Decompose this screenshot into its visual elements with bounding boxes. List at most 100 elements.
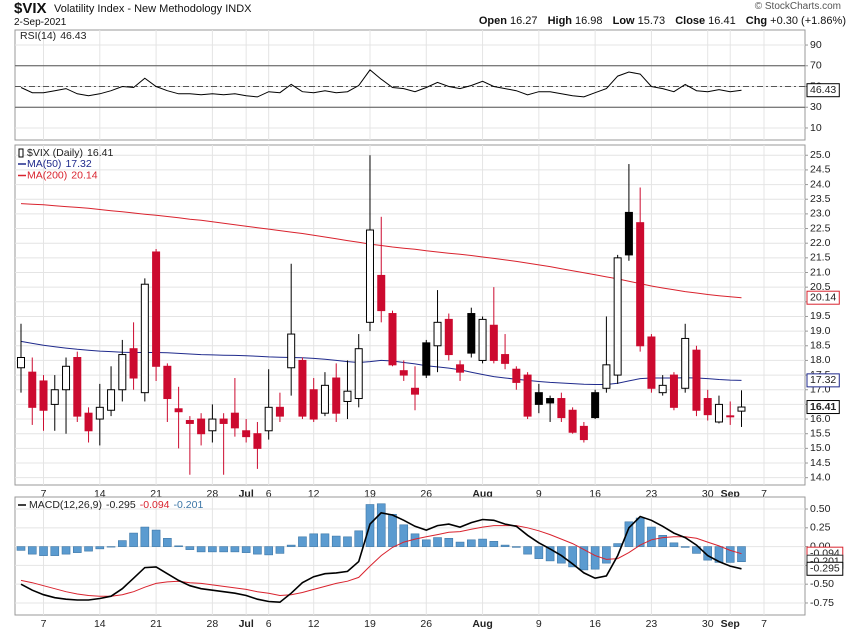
histogram-bar — [230, 546, 240, 553]
x-tick-label: 12 — [308, 488, 320, 500]
end-value-box — [806, 561, 844, 576]
date: 2-Sep-2021 — [14, 17, 67, 28]
x-tick-label: 6 — [266, 618, 272, 630]
legend-text: 20.14 — [71, 169, 97, 181]
panel-frame — [14, 29, 806, 141]
end-value-label: 17.32 — [810, 374, 836, 386]
candle-body — [456, 364, 465, 373]
candle-body — [208, 418, 217, 432]
histogram-bar — [703, 546, 713, 561]
legend-entry: MACD(12,26,9) -0.295 -0.094 -0.201 — [29, 499, 203, 511]
histogram-bar — [275, 546, 285, 554]
y-tick-label: 19.0 — [810, 325, 831, 337]
histogram-bar — [185, 546, 195, 550]
macd-line — [20, 511, 742, 604]
candle-body — [107, 389, 116, 411]
candle-body — [343, 390, 352, 402]
candle-body — [174, 408, 183, 413]
quote-label: Chg — [745, 15, 768, 27]
y-tick-label: 25.0 — [810, 149, 831, 161]
y-tick-label: 20.5 — [810, 281, 831, 293]
histogram-bar — [39, 546, 48, 556]
candle-body — [737, 406, 746, 412]
candle-body — [73, 357, 82, 417]
x-tick-label: 12 — [308, 618, 320, 630]
histogram-bar — [478, 538, 487, 547]
candle-body — [422, 342, 431, 376]
quote-label: High — [547, 15, 573, 27]
legend-entry: MA(200) 20.14 — [27, 169, 98, 181]
quote-label: Close — [675, 15, 706, 27]
candle-body — [613, 257, 622, 376]
legend-text: -0.295 — [106, 499, 136, 511]
y-tick-label: 10 — [810, 122, 822, 134]
histogram-bar — [286, 544, 296, 547]
candle-body — [197, 418, 206, 435]
candle-body — [377, 274, 386, 312]
legend-text: MA(200) — [27, 169, 67, 181]
candle-body — [681, 337, 690, 389]
end-value-box — [806, 83, 840, 98]
histogram-bar — [106, 546, 116, 548]
legend-text: 17.32 — [65, 158, 91, 170]
y-tick-label: 23.0 — [810, 208, 831, 220]
candle-body — [84, 412, 93, 432]
candle-body — [489, 324, 498, 361]
quote-value: 16.41 — [708, 15, 736, 27]
x-tick-label: 19 — [364, 488, 376, 500]
candle-body — [512, 368, 521, 383]
histogram-bar — [50, 546, 60, 556]
legend-text: MA(50) — [27, 158, 61, 170]
legend-entry: MA(50) 17.32 — [27, 158, 92, 170]
legend-candle-icon — [18, 148, 24, 158]
y-tick-label: 15.5 — [810, 427, 831, 439]
candle-body — [444, 318, 453, 356]
histogram-bar — [647, 526, 656, 547]
x-tick-label: 6 — [266, 488, 272, 500]
x-tick-label: 16 — [589, 488, 601, 500]
x-tick-label: 16 — [589, 618, 601, 630]
histogram-bar — [433, 537, 442, 547]
quote-value: 15.73 — [637, 15, 666, 27]
histogram-bar — [84, 546, 93, 552]
candle-body — [163, 365, 172, 400]
candle-body — [658, 384, 667, 394]
histogram-bar — [669, 542, 679, 547]
y-tick-label: 21.5 — [810, 252, 831, 264]
candle-body — [242, 430, 251, 438]
candle-body — [478, 318, 487, 361]
x-tick-label: 9 — [536, 618, 542, 630]
histogram-bar — [388, 513, 397, 547]
candle-body — [152, 251, 161, 367]
candle-body — [501, 354, 510, 364]
y-tick-label: 0.50 — [810, 503, 831, 515]
quote-value: +0.30 (+1.86%) — [770, 15, 846, 27]
histogram-bar — [298, 536, 307, 547]
candle-body — [140, 283, 149, 394]
quote-row: Open 16.27 High 16.98 Low 15.73 Close 16.41 … — [479, 15, 846, 27]
candle-body — [309, 389, 318, 420]
histogram-bar — [196, 546, 206, 553]
y-tick-label: 18.5 — [810, 340, 831, 352]
histogram-bar — [534, 546, 544, 559]
histogram-bar — [523, 546, 532, 555]
candle-body — [523, 374, 532, 417]
candle-body — [95, 406, 104, 420]
histogram-bar — [658, 535, 667, 547]
x-tick-label: Aug — [472, 618, 492, 630]
histogram-bar — [421, 539, 431, 547]
histogram-bar — [129, 532, 138, 547]
copyright: © StockCharts.com — [754, 1, 841, 12]
candle-body — [287, 333, 296, 369]
histogram-bar — [725, 546, 735, 563]
candle-body — [365, 229, 374, 323]
x-tick-label: 23 — [646, 618, 658, 630]
end-value-label: 46.43 — [810, 84, 836, 96]
end-value-label: 20.14 — [810, 291, 836, 303]
legend-text: RSI(14) — [20, 30, 56, 42]
histogram-bar — [455, 541, 465, 547]
x-tick-label: 7 — [761, 618, 767, 630]
histogram-bar — [613, 543, 622, 547]
y-tick-label: 15.0 — [810, 442, 831, 454]
